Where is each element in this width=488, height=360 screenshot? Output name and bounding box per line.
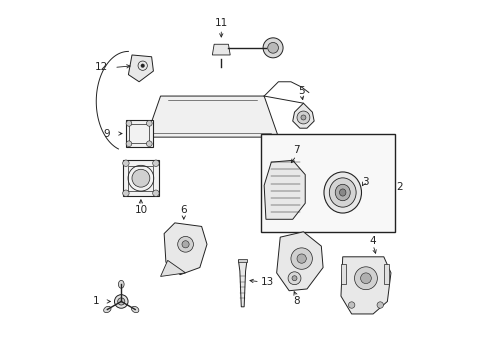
Circle shape (132, 169, 149, 187)
Ellipse shape (324, 172, 361, 213)
Circle shape (152, 190, 159, 197)
Text: 11: 11 (214, 18, 227, 28)
Circle shape (376, 302, 383, 308)
Circle shape (126, 121, 132, 126)
Circle shape (296, 254, 305, 263)
Ellipse shape (118, 280, 124, 288)
Circle shape (126, 141, 132, 147)
Circle shape (141, 64, 144, 67)
Text: 8: 8 (292, 296, 299, 306)
Circle shape (263, 38, 283, 58)
Circle shape (296, 111, 309, 124)
Text: 6: 6 (180, 205, 187, 215)
Polygon shape (128, 55, 153, 82)
Circle shape (146, 121, 152, 126)
Text: 2: 2 (396, 182, 403, 192)
Polygon shape (238, 260, 246, 307)
Ellipse shape (103, 306, 111, 312)
Circle shape (152, 160, 159, 166)
Text: 3: 3 (362, 177, 368, 187)
Text: 10: 10 (134, 205, 147, 215)
Text: 4: 4 (369, 236, 376, 246)
Circle shape (290, 248, 312, 269)
Circle shape (354, 267, 377, 290)
Circle shape (360, 273, 370, 284)
Bar (340, 264, 346, 284)
Text: 5: 5 (298, 86, 305, 96)
Circle shape (182, 241, 189, 248)
Bar (383, 264, 388, 284)
Ellipse shape (114, 295, 128, 308)
Polygon shape (146, 96, 278, 137)
Text: 13: 13 (260, 277, 273, 287)
Ellipse shape (339, 189, 345, 196)
Text: 7: 7 (292, 145, 299, 155)
Text: 1: 1 (93, 296, 100, 306)
Circle shape (146, 141, 152, 147)
Text: 9: 9 (103, 129, 110, 139)
Polygon shape (276, 232, 323, 291)
Circle shape (122, 190, 129, 197)
Polygon shape (160, 260, 185, 276)
Ellipse shape (328, 178, 355, 207)
Circle shape (287, 272, 300, 285)
Circle shape (122, 160, 129, 166)
Circle shape (300, 115, 305, 120)
Polygon shape (212, 44, 230, 55)
Circle shape (267, 42, 278, 53)
Polygon shape (292, 103, 313, 128)
Polygon shape (340, 257, 390, 314)
Circle shape (177, 237, 193, 252)
Bar (260, 134, 394, 232)
FancyBboxPatch shape (125, 120, 152, 147)
Text: 12: 12 (95, 63, 108, 72)
Polygon shape (264, 160, 305, 219)
Ellipse shape (335, 184, 349, 201)
Ellipse shape (118, 298, 124, 305)
Polygon shape (164, 223, 206, 275)
Bar (238, 258, 246, 262)
FancyBboxPatch shape (123, 160, 159, 196)
Ellipse shape (131, 306, 139, 312)
Circle shape (348, 302, 354, 308)
Circle shape (291, 276, 296, 281)
